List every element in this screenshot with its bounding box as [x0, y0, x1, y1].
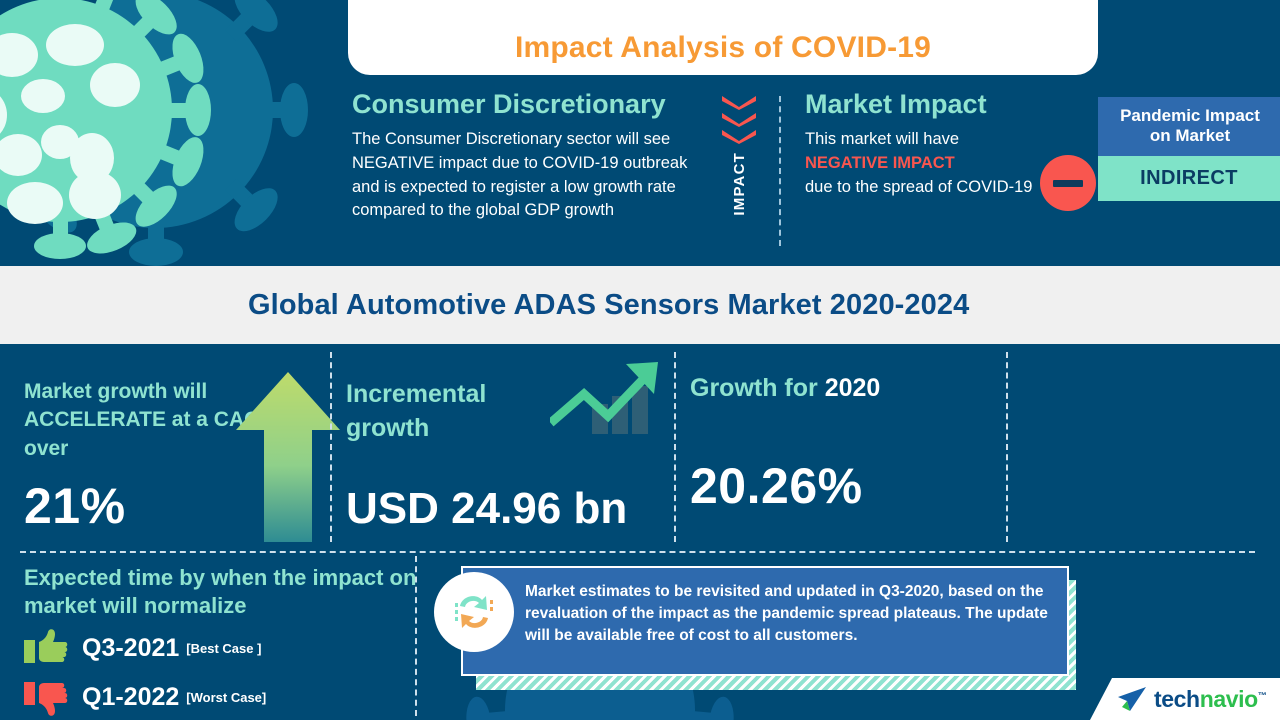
banner-title-container: Impact Analysis of COVID-19: [348, 0, 1098, 75]
banner-title: Impact Analysis of COVID-19: [514, 31, 932, 64]
growth-2020-heading-year: 2020: [824, 374, 881, 402]
normalize-panel: Expected time by when the impact on mark…: [24, 564, 424, 717]
normalize-heading: Expected time by when the impact on mark…: [24, 565, 417, 618]
minus-circle-icon: [1040, 155, 1096, 211]
logo-arrow-icon: [1118, 687, 1146, 711]
stat-incremental: Incremental growth USD 24.96 bn: [346, 344, 666, 544]
divider-vertical-bottom: [415, 556, 417, 716]
incremental-value: USD 24.96 bn: [346, 483, 628, 533]
case-quarter-best: Q3-2021: [82, 633, 180, 662]
arrow-up-icon: [236, 372, 340, 542]
refresh-icon-container: [434, 572, 514, 652]
case-row-best: Q3-2021 [Best Case ]: [24, 628, 424, 668]
consumer-discretionary-heading: Consumer Discretionary: [352, 89, 666, 119]
pandemic-impact-value: INDIRECT: [1098, 155, 1280, 201]
divider-horizontal: [20, 551, 1255, 553]
divider-vertical-3: [1006, 352, 1008, 542]
market-impact-panel: Market Impact This market will have NEGA…: [805, 89, 1035, 199]
pandemic-impact-box: Pandemic Impact on Market INDIRECT: [1098, 97, 1280, 201]
logo-background: [1090, 678, 1280, 720]
divider-vertical-2: [674, 352, 676, 542]
logo-wordmark: technavio™: [1154, 686, 1267, 713]
market-impact-emphasis: NEGATIVE IMPACT: [805, 153, 955, 172]
impact-label-vertical: IMPACT: [730, 152, 748, 216]
consumer-discretionary-body: The Consumer Discretionary sector will s…: [352, 129, 688, 220]
thumbs-down-icon: [24, 682, 68, 716]
growth-2020-heading-mint: Growth for: [690, 374, 825, 402]
market-impact-line2: due to the spread of COVID-19: [805, 177, 1033, 196]
main-title: Global Automotive ADAS Sensors Market 20…: [248, 288, 970, 321]
logo-part2: navio: [1199, 686, 1258, 712]
logo-trademark: ™: [1257, 690, 1267, 701]
pandemic-impact-heading: Pandemic Impact on Market: [1098, 97, 1280, 156]
case-quarter-worst: Q1-2022: [82, 682, 180, 711]
refresh-icon: [455, 596, 493, 628]
stat-cagr: Market growth will ACCELERATE at a CAGR …: [24, 344, 340, 544]
growth-chart-icon: [550, 362, 658, 434]
impact-indicator-negative: IMPACT: [716, 96, 762, 246]
stat-growth-2020: Growth for 2020 20.26%: [690, 344, 990, 544]
divider-vertical-top: [779, 96, 781, 246]
cagr-lead: Market growth will ACCELERATE at a CAGR …: [24, 380, 302, 460]
case-label-best: [Best Case ]: [186, 640, 262, 656]
stat-impact-right: IMPACT: [1022, 344, 1272, 544]
main-title-band: Global Automotive ADAS Sensors Market 20…: [0, 266, 1280, 344]
note-text: Market estimates to be revisited and upd…: [525, 583, 1048, 644]
divider-vertical-1: [330, 352, 332, 542]
market-impact-line1: This market will have: [805, 129, 960, 148]
growth-2020-value: 20.26%: [690, 458, 863, 514]
growth-2020-heading: Growth for 2020: [690, 374, 990, 403]
chevron-down-icon: [722, 130, 756, 144]
technavio-logo: technavio™: [1090, 678, 1280, 720]
consumer-discretionary-panel: Consumer Discretionary The Consumer Disc…: [352, 89, 712, 223]
note-box: Market estimates to be revisited and upd…: [461, 566, 1069, 676]
stats-row: Market growth will ACCELERATE at a CAGR …: [0, 344, 1280, 544]
market-impact-heading: Market Impact: [805, 89, 987, 119]
case-row-worst: Q1-2022 [Worst Case]: [24, 677, 424, 717]
cagr-value: 21%: [24, 478, 126, 535]
case-label-worst: [Worst Case]: [186, 689, 267, 705]
chevron-down-icon: [722, 113, 756, 127]
logo-part1: tech: [1154, 686, 1200, 712]
chevron-down-icon: [722, 96, 756, 110]
thumbs-up-icon: [24, 629, 68, 663]
incremental-heading: Incremental growth: [346, 380, 487, 442]
